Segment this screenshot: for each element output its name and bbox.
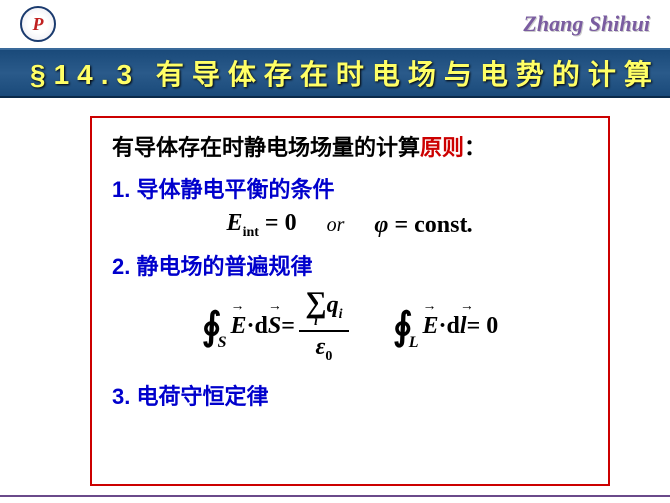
eq2-right-dot: · <box>439 313 447 340</box>
eq2-left-sub: S <box>218 334 227 352</box>
eq1-left: Eint = 0 <box>227 210 297 241</box>
eq2-left-d: d <box>255 313 268 340</box>
frac-line <box>299 330 349 332</box>
eq2-right-sub: L <box>409 334 419 352</box>
equation-1: Eint = 0 or φ = const. <box>112 210 588 241</box>
eq2-sum-idx: i <box>314 316 318 329</box>
author-name: Zhang Shihui <box>523 11 650 37</box>
eq1-eq: = 0 <box>259 210 297 236</box>
eq2-denom: ε0 <box>315 334 332 365</box>
slide-title: §14.3 有导体存在时电场与电势的计算 <box>30 53 660 93</box>
eq2-circulation: ∮L E · dl = 0 <box>393 304 498 349</box>
eq2-qi: i <box>339 307 343 322</box>
eq1-or: or <box>327 214 345 237</box>
slide-header: P Zhang Shihui <box>0 0 670 48</box>
eq1-period: . <box>467 212 473 238</box>
sum-icon: ∑ i <box>305 289 326 329</box>
intro-colon: ： <box>464 135 486 160</box>
eq1-phi: φ <box>374 212 388 238</box>
title-bar: §14.3 有导体存在时电场与电势的计算 <box>0 48 670 98</box>
footer-line <box>0 495 670 497</box>
eq2-right-l: l <box>460 313 467 340</box>
eq2-gauss: ∮S E · dS = ∑ i qi ε0 <box>202 289 353 365</box>
point-3: 3. 电荷守恒定律 <box>112 379 588 411</box>
eq2-frac: ∑ i qi ε0 <box>299 289 349 365</box>
eq2-eps0: 0 <box>325 349 332 364</box>
eq2-q: q <box>327 292 339 318</box>
eq1-E: E <box>227 210 243 236</box>
eq2-eps: ε <box>315 334 325 360</box>
eq2-right-eq: = 0 <box>467 313 499 340</box>
logo: P <box>20 6 56 42</box>
intro-text-black: 有导体存在时静电场场量的计算 <box>112 135 420 160</box>
eq2-left-dot: · <box>246 313 254 340</box>
eq1-right: φ = const. <box>374 212 473 239</box>
eq1-sub: int <box>243 225 259 240</box>
eq2-left-E: E <box>230 313 246 340</box>
intro-line: 有导体存在时静电场场量的计算原则： <box>112 130 588 162</box>
intro-text-red: 原则 <box>420 135 464 160</box>
logo-text: P <box>33 14 44 35</box>
eq1-const: = const <box>388 212 467 238</box>
point-1: 1. 导体静电平衡的条件 <box>112 172 588 204</box>
eq2-right-d: d <box>447 313 460 340</box>
eq2-left-S: S <box>268 313 281 340</box>
content-box: 有导体存在时静电场场量的计算原则： 1. 导体静电平衡的条件 Eint = 0 … <box>90 116 610 486</box>
eq2-numer: ∑ i qi <box>305 289 342 329</box>
point-2: 2. 静电场的普遍规律 <box>112 249 588 281</box>
eq2-left-eq: = <box>281 313 295 340</box>
equation-2: ∮S E · dS = ∑ i qi ε0 ∮L E · dl = 0 <box>112 289 588 365</box>
eq2-right-E: E <box>423 313 439 340</box>
